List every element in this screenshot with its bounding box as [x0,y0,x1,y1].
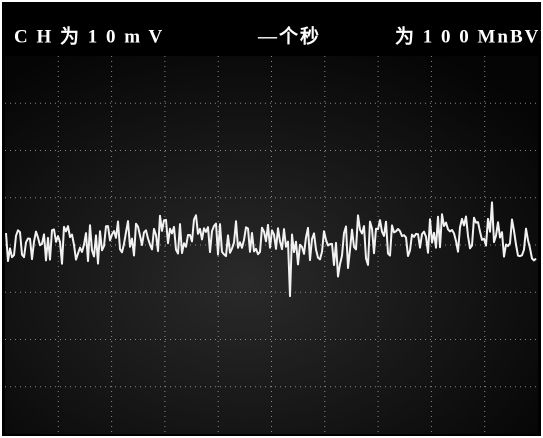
graticule [5,56,538,434]
range-label: 为 1 0 0 MnBVR [395,24,543,47]
header-bar [0,0,543,56]
signal-trace [5,201,537,298]
time-label: —个秒 [257,24,321,47]
channel-label: C H 为 1 0 m V [14,24,164,47]
